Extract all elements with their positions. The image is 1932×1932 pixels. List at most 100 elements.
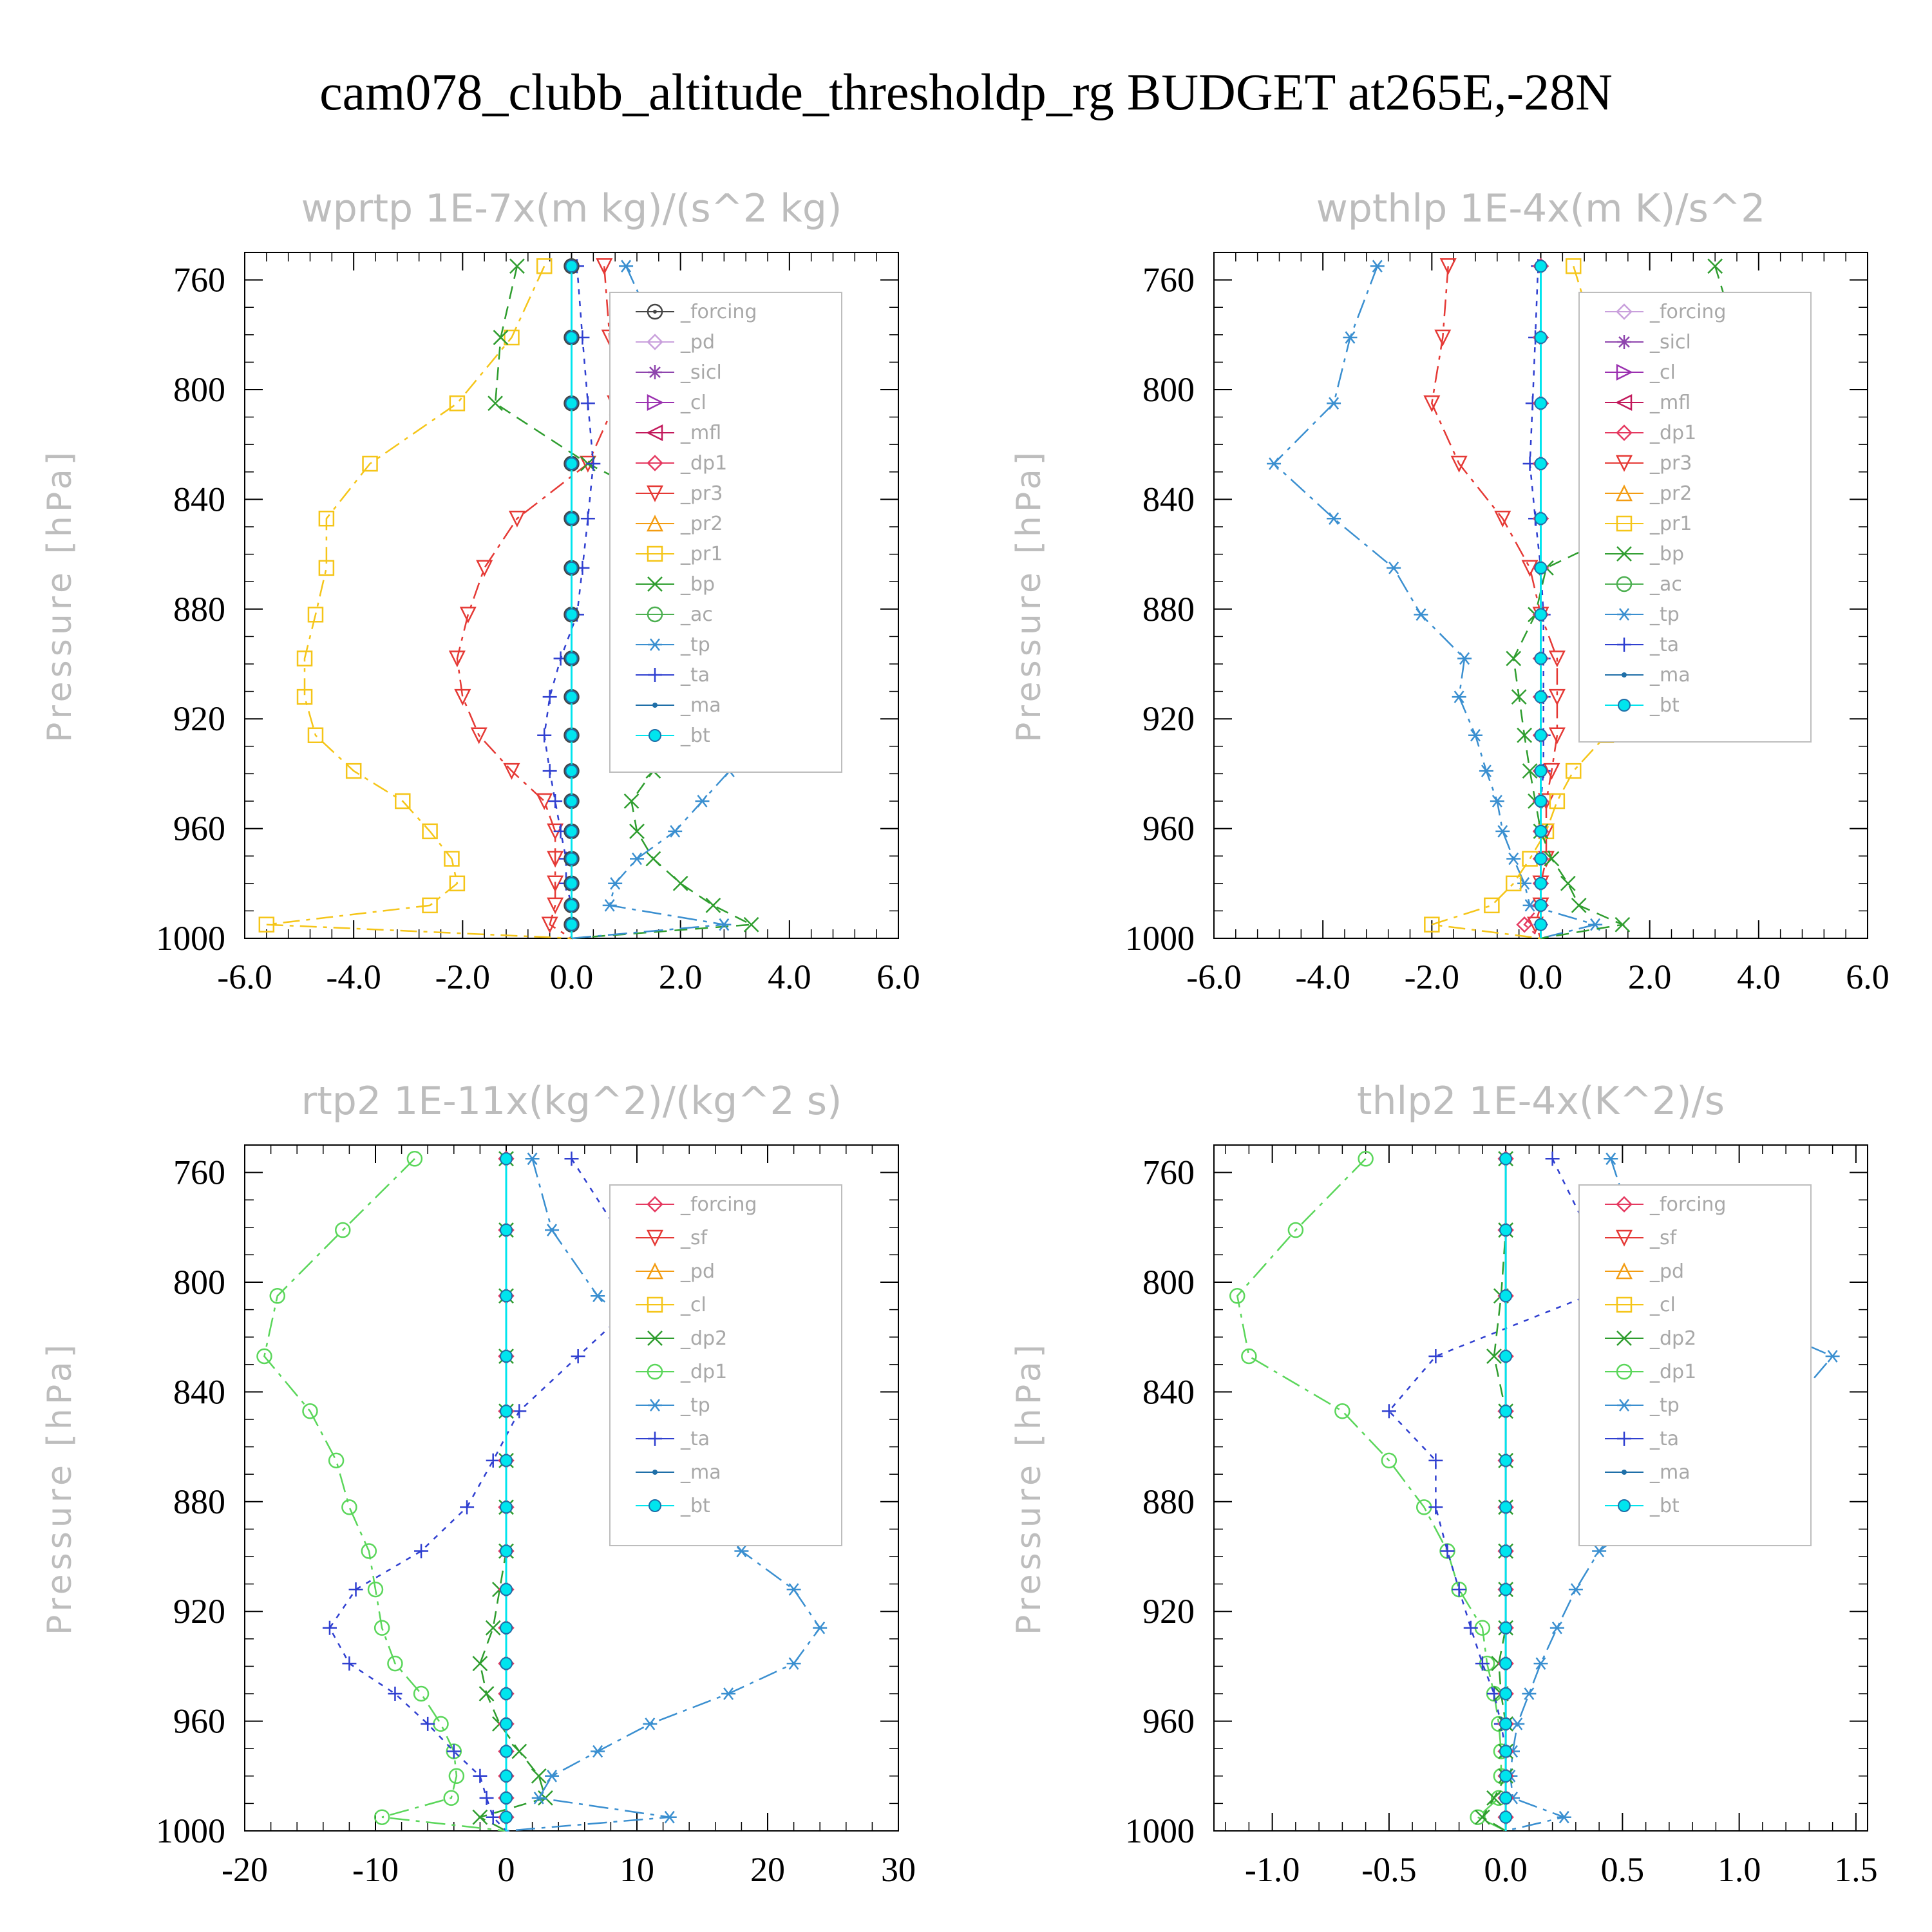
legend-marker — [1615, 1262, 1633, 1280]
data-point-tp — [734, 1544, 749, 1558]
legend-label: _ta — [680, 664, 710, 687]
data-point-pr1 — [307, 607, 324, 623]
data-point-pr1 — [296, 688, 313, 705]
legend-marker — [647, 606, 663, 623]
legend-label: _cl — [1649, 1294, 1676, 1316]
data-point-tp — [1468, 728, 1482, 742]
data-point-dp1 — [406, 1151, 423, 1167]
data-point-bp — [645, 851, 661, 867]
legend-marker — [1618, 699, 1631, 712]
data-point-bt — [565, 652, 578, 665]
plot-frame — [244, 1144, 899, 1832]
legend-marker — [647, 1331, 663, 1346]
data-point-pr1 — [318, 560, 335, 576]
data-point-bp — [1544, 851, 1560, 867]
legend-label: _dp1 — [1649, 1361, 1696, 1383]
legend-label: _pr1 — [680, 543, 723, 565]
data-point-bt — [1499, 1289, 1513, 1303]
data-point-bt — [1534, 561, 1548, 574]
data-point-pr3 — [454, 688, 471, 706]
data-point-bt — [500, 1791, 513, 1804]
data-point-dp2 — [1486, 1349, 1502, 1364]
legend-label: _bt — [1649, 1495, 1680, 1517]
legend-marker — [647, 455, 663, 471]
legend-entry: _cl — [636, 1294, 706, 1316]
data-point-ta — [1428, 1500, 1443, 1515]
data-point-pr3 — [459, 607, 477, 624]
legend-label: _sf — [680, 1227, 708, 1249]
data-point-pr1 — [318, 510, 335, 527]
data-point-tp — [717, 918, 732, 931]
data-point-bt — [500, 1657, 513, 1671]
data-point-bt — [1499, 1405, 1513, 1418]
data-point-ta — [479, 1790, 494, 1805]
data-point-ta — [322, 1620, 337, 1635]
x-tick-label: -2.0 — [435, 958, 490, 996]
data-point-pr1 — [504, 329, 520, 346]
data-point-bt — [1499, 1657, 1513, 1671]
data-point-tp — [662, 1810, 677, 1824]
data-point-bt — [565, 608, 578, 621]
data-point-tp — [608, 877, 623, 890]
series-line-dp1 — [263, 1158, 507, 1832]
legend-entry: _pd — [636, 1260, 715, 1283]
legend-entry: _cl — [636, 392, 706, 414]
data-point-ta — [1428, 1349, 1443, 1364]
data-point-bp — [493, 330, 509, 345]
legend-label: _pr1 — [1649, 513, 1692, 535]
data-point-bt — [1534, 764, 1548, 778]
data-point-pr3 — [1450, 455, 1468, 473]
y-tick-label: 840 — [1142, 1372, 1195, 1411]
y-tick-label: 1000 — [1125, 919, 1195, 958]
data-point-dp1 — [1334, 1403, 1350, 1419]
data-point-ta — [564, 1151, 579, 1166]
data-point-tp — [1343, 331, 1358, 344]
data-point-tp — [695, 795, 710, 808]
data-point-bp — [743, 916, 759, 933]
y-axis-label: Pressure [hPa] — [1010, 1341, 1048, 1635]
data-point-ta — [542, 764, 557, 779]
legend: _forcing _sicl _cl _mfl _dp1 _pr3 _pr2 _pr1 _bp _… — [1578, 292, 1812, 743]
data-point-ta — [580, 396, 595, 411]
data-point-bp — [509, 258, 525, 274]
legend-label: _sicl — [1649, 331, 1691, 354]
legend-marker — [1622, 672, 1627, 677]
y-tick-label: 880 — [1142, 1482, 1195, 1521]
data-point-dp1 — [335, 1222, 351, 1238]
y-tick-label: 920 — [173, 1592, 225, 1631]
data-point-ta — [1428, 1453, 1443, 1468]
legend-marker — [1616, 576, 1633, 592]
x-tick-label: 30 — [881, 1850, 916, 1889]
data-point-dp1 — [443, 1790, 459, 1806]
data-point-tp — [813, 1621, 828, 1634]
legend-label: _pd — [680, 331, 715, 354]
legend: _forcing _pd _sicl _cl _mfl _dp1 _pr3 _pr2 _pr1 _… — [609, 292, 842, 773]
legend: _forcing _sf _pd _cl _dp2 _dp1 _tp _ta _ma _bt — [609, 1184, 842, 1546]
data-point-bt — [1499, 1583, 1513, 1596]
data-point-bt — [1534, 260, 1548, 273]
legend-marker — [1616, 424, 1633, 441]
data-point-pr1 — [1566, 762, 1582, 779]
data-point-ta — [1475, 1656, 1490, 1671]
series-line-dp1 — [1236, 1158, 1506, 1832]
figure-title: cam078_clubb_altitude_thresholdp_rg BUDG… — [319, 64, 1613, 121]
series-line-ta — [328, 1158, 645, 1832]
legend-marker — [1618, 1499, 1631, 1512]
data-point-tp — [1825, 1350, 1840, 1363]
legend-entry: _sf — [636, 1227, 708, 1249]
legend-label: _bp — [680, 573, 715, 596]
data-point-bt — [565, 824, 578, 838]
data-point-bp — [1511, 689, 1527, 705]
data-point-pr3 — [1548, 688, 1566, 706]
legend-label: _tp — [680, 634, 710, 656]
data-point-tp — [643, 1718, 658, 1730]
data-point-ta — [571, 1349, 585, 1364]
data-point-bt — [1534, 690, 1548, 704]
panel-1: wprtp 1E-7x(m kg)/(s^2 kg) Pressure [hPa]… — [41, 186, 920, 996]
data-point-ta — [460, 1500, 475, 1515]
y-tick-label: 840 — [173, 1372, 225, 1411]
data-point-bt — [1534, 457, 1548, 471]
y-tick-label: 960 — [1142, 810, 1195, 848]
data-point-ta — [512, 1404, 527, 1419]
